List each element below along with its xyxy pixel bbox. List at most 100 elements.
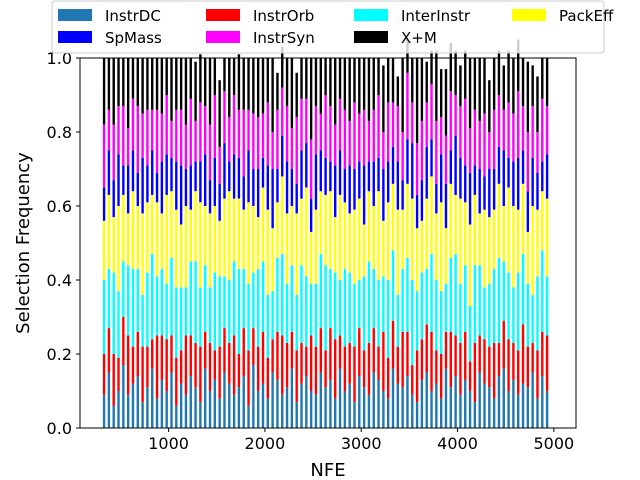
bar-segment-packeff [189,209,192,262]
bar-segment-instrdc [208,391,212,428]
bar-segment-x-m [488,80,491,132]
bar-segment-instrorb [126,335,130,395]
bar-segment-packeff [362,224,366,277]
bar-segment-instrsyn [454,95,457,136]
bar-segment-instrdc [531,372,534,428]
bar-segment-instrdc [334,398,337,428]
bar-segment-instrdc [348,383,351,428]
bar-segment-instrsyn [175,109,178,162]
bar-segment-interinstr [107,268,111,329]
bar-segment-spmass [353,169,356,210]
bar-segment-x-m [334,58,337,125]
x-axis-label: NFE [310,460,345,480]
x-tick-label: 5000 [533,434,574,453]
bar-segment-instrdc [309,391,313,428]
bar-segment-interinstr [223,276,226,329]
legend-swatch [354,9,388,21]
bar-segment-x-m [136,58,139,107]
bar-segment-spmass [319,150,322,192]
bar-segment-spmass [488,169,491,218]
y-tick-label: 0.8 [47,123,72,142]
bar-segment-packeff [107,194,111,269]
legend-swatch [354,31,388,43]
bar-segment-spmass [184,169,188,206]
bar-segment-instrorb [382,331,385,391]
bar-segment-spmass [112,180,115,218]
bar-segment-instrorb [314,346,318,395]
bar-segment-x-m [517,39,520,92]
bar-segment-spmass [252,169,255,206]
bar-segment-spmass [536,172,539,210]
bar-segment-x-m [208,58,212,125]
bar-segment-interinstr [252,272,255,329]
bar-segment-x-m [541,58,544,99]
bar-segment-interinstr [367,261,371,343]
bar-segment-instrsyn [266,102,270,166]
bar-segment-interinstr [170,257,173,336]
bar-segment-instrorb [406,331,409,377]
bar-segment-instrdc [131,383,135,428]
bar-segment-x-m [271,58,274,132]
bar-segment-instrdc [338,368,342,428]
bar-segment-x-m [502,65,505,110]
bar-segment-x-m [439,69,443,118]
bar-segment-packeff [126,213,130,266]
bar-segment-spmass [386,161,390,203]
bar-segment-instrorb [271,339,274,373]
bar-segment-x-m [353,58,356,103]
bar-segment-spmass [208,180,212,214]
bar-segment-instrdc [396,383,400,428]
bar-segment-x-m [261,58,265,114]
bar-segment-interinstr [444,283,448,332]
bar-segment-instrsyn [545,106,549,155]
bar-segment-instrsyn [112,124,115,181]
bar-segment-instrsyn [165,95,168,155]
bar-segment-instrdc [507,391,510,428]
bar-segment-packeff [415,228,419,292]
bar-segment-interinstr [146,272,149,347]
legend-swatch [512,9,546,21]
bar-segment-packeff [170,191,173,258]
bar-segment-instrsyn [300,98,303,151]
bar-segment-x-m [151,58,154,110]
bar-segment-instrsyn [228,117,231,162]
bar-segment-spmass [228,161,231,192]
bar-segment-instrdc [430,391,433,428]
bar-segment-interinstr [420,272,424,340]
bar-segment-instrdc [252,365,255,428]
bar-segment-interinstr [271,291,274,340]
bar-segment-spmass [165,154,168,195]
bar-segment-instrdc [464,379,467,428]
bar-segment-packeff [319,191,322,255]
bar-segment-instrdc [213,379,217,428]
bar-segment-spmass [300,150,303,199]
bar-segment-instrsyn [242,109,245,177]
bar-segment-instrsyn [497,95,501,147]
bar-segment-interinstr [391,250,395,321]
legend: InstrDC InstrOrb InterInstr PackEff SpMass In… [51,0,614,54]
bar-segment-spmass [541,161,544,192]
bar-segment-instrorb [242,328,245,377]
bar-segment-x-m [290,58,294,129]
bar-segment-spmass [444,183,448,229]
bar-segment-spmass [131,150,135,192]
bar-segment-interinstr [232,261,236,336]
bar-segment-instrorb [338,335,342,369]
bar-segment-instrsyn [483,113,486,177]
bar-segment-x-m [358,58,361,114]
bar-segment-spmass [382,169,385,221]
bar-segment-instrorb [541,331,544,377]
bar-segment-instrdc [261,383,265,428]
bar-segment-instrorb [281,335,284,395]
bar-segment-instrsyn [464,98,467,166]
bar-segment-packeff [112,217,115,273]
bar-segment-instrsyn [334,124,337,166]
bar-segment-spmass [343,169,347,203]
y-tick-label: 0.6 [47,197,72,216]
bar-segment-instrorb [141,346,144,403]
bar-segment-interinstr [165,283,168,340]
legend-swatch [206,31,240,43]
bar-segment-interinstr [228,280,231,343]
bar-segment-interinstr [545,276,549,336]
y-axis: 0.0 0.2 0.4 0.6 0.8 1.0 [47,49,80,438]
